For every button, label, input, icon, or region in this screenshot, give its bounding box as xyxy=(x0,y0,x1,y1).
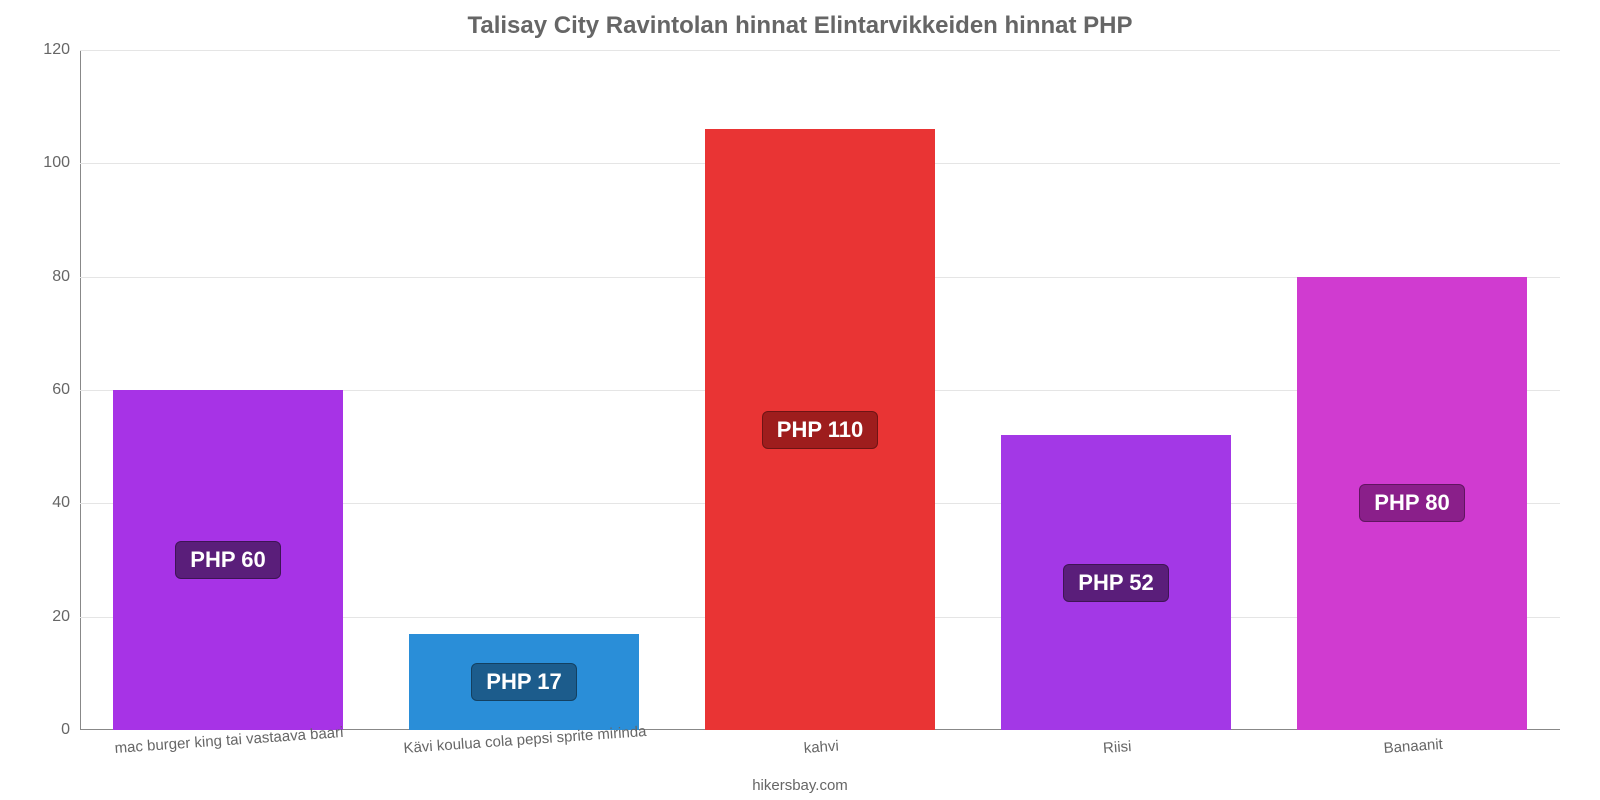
bar-group: PHP 17Kävi koulua cola pepsi sprite miri… xyxy=(376,634,672,730)
y-tick-label: 60 xyxy=(52,381,70,399)
y-tick-label: 20 xyxy=(52,608,70,626)
bar-group: PHP 80Banaanit xyxy=(1264,277,1560,730)
y-tick-label: 80 xyxy=(52,268,70,286)
x-tick-label: Riisi xyxy=(1102,728,1132,757)
bar: PHP 60 xyxy=(113,390,344,730)
bar-group: PHP 60mac burger king tai vastaava baari xyxy=(80,390,376,730)
bar: PHP 110 xyxy=(705,129,936,730)
bar-value-label: PHP 60 xyxy=(175,541,280,579)
price-bar-chart: Talisay City Ravintolan hinnat Elintarvi… xyxy=(0,0,1600,800)
bar-value-label: PHP 52 xyxy=(1063,564,1168,602)
bar-group: PHP 52Riisi xyxy=(968,435,1264,730)
bar-value-label: PHP 110 xyxy=(762,411,878,449)
y-tick-label: 0 xyxy=(61,721,70,739)
grid-line xyxy=(80,50,1560,51)
bar-value-label: PHP 17 xyxy=(471,663,576,701)
y-tick-label: 100 xyxy=(43,154,70,172)
bar-value-label: PHP 80 xyxy=(1359,484,1464,522)
x-tick-label: kahvi xyxy=(802,728,839,757)
x-tick-label: Banaanit xyxy=(1382,726,1443,757)
y-tick-label: 40 xyxy=(52,494,70,512)
plot-area: 020406080100120PHP 60mac burger king tai… xyxy=(80,50,1560,730)
bar: PHP 52 xyxy=(1001,435,1232,730)
chart-title: Talisay City Ravintolan hinnat Elintarvi… xyxy=(0,12,1600,40)
y-tick-label: 120 xyxy=(43,41,70,59)
bar-group: PHP 110kahvi xyxy=(672,129,968,730)
bar: PHP 80 xyxy=(1297,277,1528,730)
attribution-text: hikersbay.com xyxy=(0,777,1600,794)
